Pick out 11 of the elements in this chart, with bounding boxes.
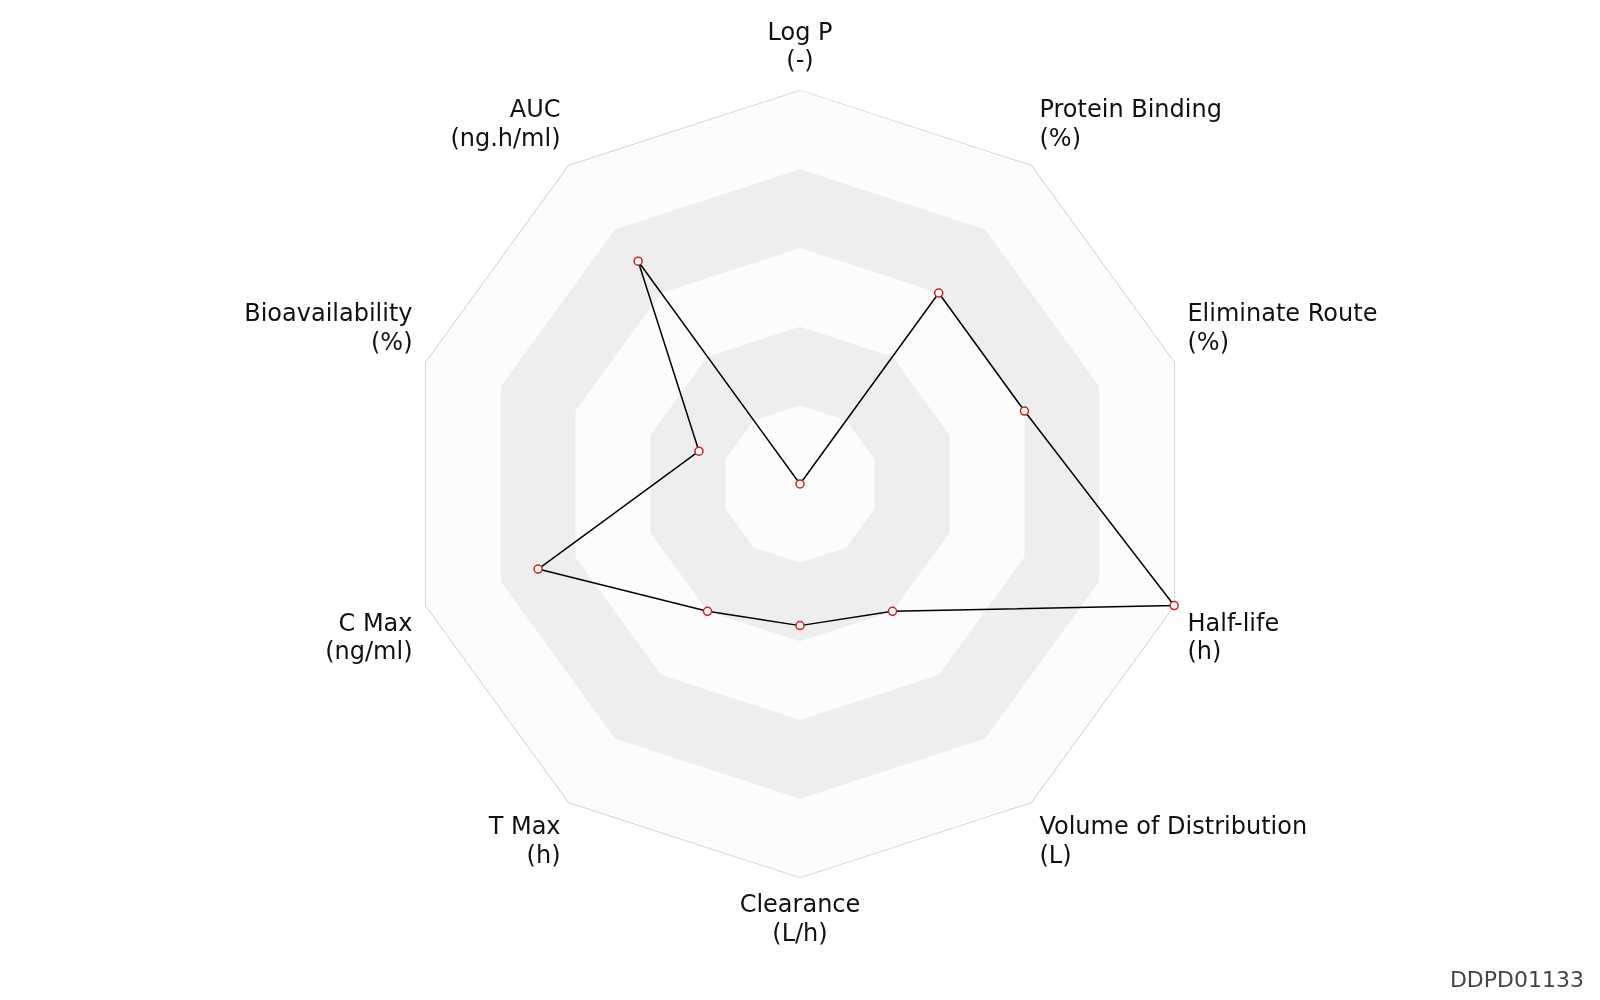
spoke-label: Volume of Distribution (L) <box>1039 812 1308 870</box>
spoke-label: T Max (h) <box>487 812 561 870</box>
spoke-label: Log P (-) <box>767 17 833 75</box>
spoke-label: Clearance (L/h) <box>739 890 861 947</box>
spoke-label: Eliminate Route (%) <box>1187 299 1378 356</box>
spoke-label: AUC (ng.h/ml) <box>450 95 561 153</box>
spoke-label: Half-life (h) <box>1187 608 1280 666</box>
spoke-label: Protein Binding (%) <box>1039 95 1222 153</box>
spoke-label: C Max (ng/ml) <box>325 608 413 666</box>
text: DDPD01133 <box>1449 967 1584 992</box>
spoke-label: Bioavailability (%) <box>244 299 413 356</box>
